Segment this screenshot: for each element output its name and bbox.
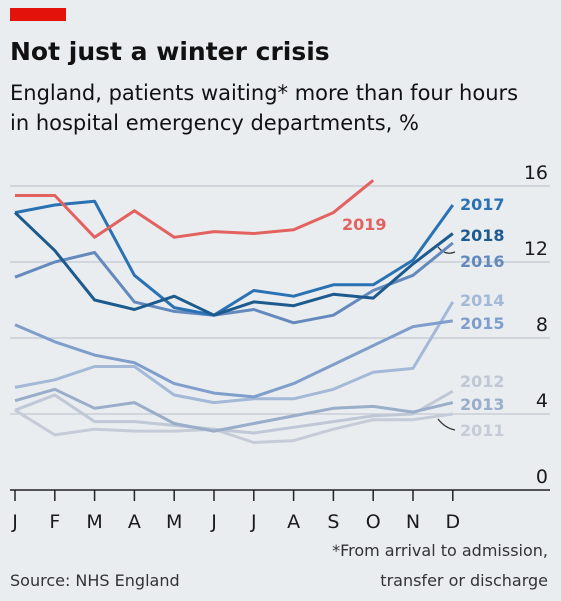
series-line bbox=[14, 319, 454, 399]
y-tick-label: 4 bbox=[536, 390, 548, 412]
y-tick-label: 8 bbox=[536, 314, 548, 336]
x-tick-label: J bbox=[11, 511, 18, 533]
series-label: 2019 bbox=[342, 215, 387, 234]
source: Source: NHS England bbox=[10, 571, 180, 590]
brand-bar bbox=[10, 8, 66, 21]
y-tick-label: 0 bbox=[536, 466, 548, 488]
y-tick-label: 16 bbox=[524, 162, 548, 184]
y-tick-label: 12 bbox=[524, 238, 548, 260]
series-line bbox=[14, 241, 454, 325]
x-tick-label: D bbox=[445, 511, 460, 533]
x-tick-label: M bbox=[166, 511, 182, 533]
callout-arrow bbox=[437, 418, 456, 431]
series-line bbox=[14, 199, 455, 317]
series-line bbox=[14, 387, 454, 433]
series-line bbox=[15, 179, 375, 239]
footnote: *From arrival to admission, bbox=[332, 541, 548, 560]
series-label: 2013 bbox=[460, 395, 505, 414]
chart-title: Not just a winter crisis bbox=[10, 37, 330, 66]
series-line bbox=[14, 301, 455, 405]
series-label: 2014 bbox=[460, 291, 505, 310]
series-label: 2012 bbox=[460, 372, 505, 391]
series-line bbox=[14, 389, 454, 435]
x-tick-label: M bbox=[86, 511, 102, 533]
x-tick-label: A bbox=[287, 511, 300, 533]
series-label: 2015 bbox=[460, 314, 505, 333]
x-tick-label: S bbox=[327, 511, 339, 533]
subtitle: in hospital emergency departments, % bbox=[10, 111, 419, 135]
series-line bbox=[13, 211, 454, 317]
series-label: 2011 bbox=[460, 421, 505, 440]
subtitle: England, patients waiting* more than fou… bbox=[10, 81, 518, 105]
series-label: 2017 bbox=[460, 195, 505, 214]
x-tick-label: J bbox=[250, 511, 257, 533]
x-tick-label: A bbox=[128, 511, 141, 533]
x-tick-label: J bbox=[210, 511, 217, 533]
callout-arrow bbox=[437, 246, 456, 254]
x-tick-label: O bbox=[366, 511, 381, 533]
x-tick-label: N bbox=[406, 511, 420, 533]
series-label: 2018 bbox=[460, 226, 505, 245]
x-tick-label: F bbox=[49, 511, 60, 533]
series-label: 2016 bbox=[460, 252, 505, 271]
footnote: transfer or discharge bbox=[380, 571, 548, 590]
series-line bbox=[14, 408, 454, 444]
